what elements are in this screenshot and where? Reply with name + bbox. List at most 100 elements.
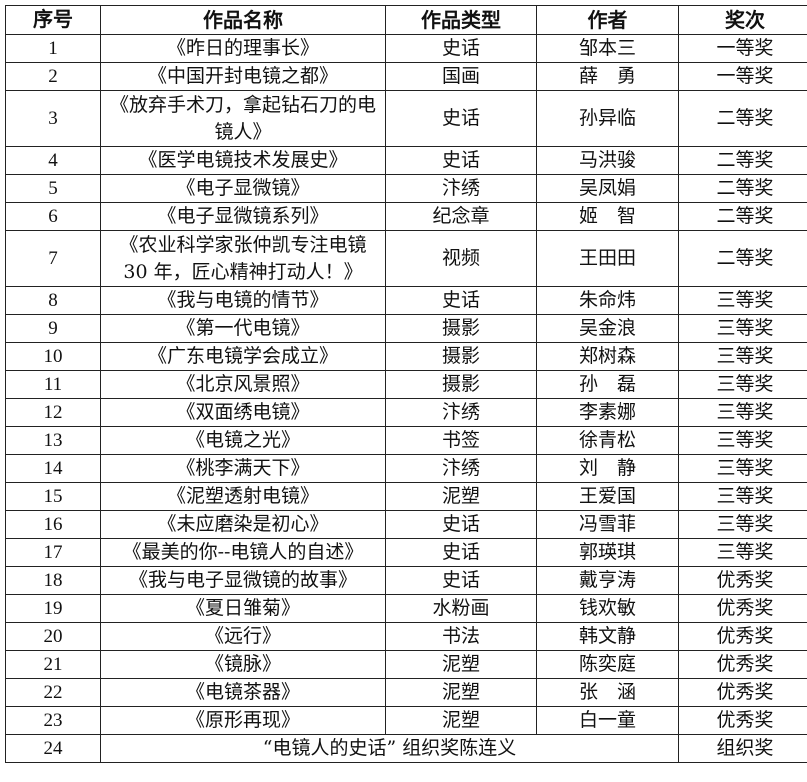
cell-author: 白一童: [536, 706, 679, 735]
cell-title: 《最美的你--电镜人的自述》: [100, 538, 386, 567]
cell-award: 优秀奖: [678, 678, 807, 707]
table-row: 15 《泥塑透射电镜》 泥塑 王爱国 三等奖: [5, 482, 807, 511]
cell-author: 钱欢敏: [536, 594, 679, 623]
header-type: 作品类型: [385, 5, 537, 35]
cell-award: 一等奖: [678, 62, 807, 91]
cell-award: 三等奖: [678, 370, 807, 399]
cell-author: 徐青松: [536, 426, 679, 455]
cell-type: 史话: [385, 566, 537, 595]
cell-award: 三等奖: [678, 482, 807, 511]
cell-type: 摄影: [385, 342, 537, 371]
cell-award: 二等奖: [678, 174, 807, 203]
cell-award: 三等奖: [678, 286, 807, 315]
header-row: 序号 作品名称 作品类型 作者 奖次: [5, 5, 807, 35]
cell-type: 史话: [385, 146, 537, 175]
cell-award: 三等奖: [678, 398, 807, 427]
table-body: 1 《昨日的理事长》 史话 邹本三 一等奖 2 《中国开封电镜之都》 国画薛 勇一等奖 3 《放弃…: [5, 34, 807, 735]
cell-number: 19: [5, 594, 101, 623]
cell-merged-organization: “电镜人的史话” 组织奖陈连义: [100, 734, 679, 763]
cell-author: 郑树森: [536, 342, 679, 371]
header-title: 作品名称: [100, 5, 386, 35]
cell-number: 16: [5, 510, 101, 539]
cell-type: 摄影: [385, 314, 537, 343]
cell-number: 13: [5, 426, 101, 455]
cell-author: 李素娜: [536, 398, 679, 427]
cell-title: 《我与电子显微镜的故事》: [100, 566, 386, 595]
cell-title: 《电镜之光》: [100, 426, 386, 455]
cell-author: 薛 勇: [536, 62, 679, 91]
cell-author: 姬 智: [536, 202, 679, 231]
table-row: 9 《第一代电镜》 摄影 吴金浪 三等奖: [5, 314, 807, 343]
cell-author: 张 涵: [536, 678, 679, 707]
cell-award: 三等奖: [678, 314, 807, 343]
table-row: 4 《医学电镜技术发展史》 史话 马洪骏 二等奖: [5, 146, 807, 175]
cell-number: 21: [5, 650, 101, 679]
cell-number: 6: [5, 202, 101, 231]
cell-award: 组织奖: [678, 734, 807, 763]
cell-author: 郭瑛琪: [536, 538, 679, 567]
cell-number: 15: [5, 482, 101, 511]
cell-author: 王爱国: [536, 482, 679, 511]
cell-type: 史话: [385, 538, 537, 567]
cell-type: 书签: [385, 426, 537, 455]
table-row: 8 《我与电镜的情节》 史话 朱命炜 三等奖: [5, 286, 807, 315]
awards-table: 序号 作品名称 作品类型 作者 奖次 1 《昨日的理事长》 史话 邹本三 一等奖 2 《中国…: [5, 5, 807, 763]
cell-title: 《昨日的理事长》: [100, 34, 386, 63]
cell-title: 《电子显微镜》: [100, 174, 386, 203]
cell-award: 二等奖: [678, 90, 807, 147]
cell-title: 《泥塑透射电镜》: [100, 482, 386, 511]
cell-number: 5: [5, 174, 101, 203]
cell-type: 视频: [385, 230, 537, 287]
cell-type: 汴绣: [385, 174, 537, 203]
cell-award: 三等奖: [678, 454, 807, 483]
cell-type: 泥塑: [385, 706, 537, 735]
cell-title: 《医学电镜技术发展史》: [100, 146, 386, 175]
cell-type: 摄影: [385, 370, 537, 399]
cell-title: 《镜脉》: [100, 650, 386, 679]
table-row: 13 《电镜之光》 书签 徐青松 三等奖: [5, 426, 807, 455]
cell-number: 2: [5, 62, 101, 91]
cell-award: 优秀奖: [678, 566, 807, 595]
cell-type: 史话: [385, 510, 537, 539]
cell-title: 《远行》: [100, 622, 386, 651]
table-row: 5 《电子显微镜》 汴绣 吴凤娟 二等奖: [5, 174, 807, 203]
cell-author: 孙 磊: [536, 370, 679, 399]
header-number: 序号: [5, 5, 101, 35]
cell-number: 3: [5, 90, 101, 147]
cell-title: 《电子显微镜系列》: [100, 202, 386, 231]
header-author: 作者: [536, 5, 679, 35]
cell-type: 史话: [385, 34, 537, 63]
table-row: 6 《电子显微镜系列》 纪念章姬 智二等奖: [5, 202, 807, 231]
cell-author: 马洪骏: [536, 146, 679, 175]
cell-title: 《电镜茶器》: [100, 678, 386, 707]
cell-number: 1: [5, 34, 101, 63]
table-row: 23 《原形再现》 泥塑 白一童 优秀奖: [5, 706, 807, 735]
cell-award: 三等奖: [678, 510, 807, 539]
table-row: 22 《电镜茶器》 泥塑张 涵优秀奖: [5, 678, 807, 707]
cell-author: 刘 静: [536, 454, 679, 483]
cell-title: 《农业科学家张仲凯专注电镜 30 年，匠心精神打动人！》: [100, 230, 386, 287]
table-row: 20 《远行》 书法 韩文静 优秀奖: [5, 622, 807, 651]
cell-award: 一等奖: [678, 34, 807, 63]
cell-award: 优秀奖: [678, 706, 807, 735]
cell-title: 《放弃手术刀，拿起钻石刀的电镜人》: [100, 90, 386, 147]
cell-title: 《未应磨染是初心》: [100, 510, 386, 539]
table-row: 7 《农业科学家张仲凯专注电镜 30 年，匠心精神打动人！》 视频 王田田 二等奖: [5, 230, 807, 287]
cell-number: 18: [5, 566, 101, 595]
table-row: 16 《未应磨染是初心》 史话 冯雪菲 三等奖: [5, 510, 807, 539]
cell-type: 纪念章: [385, 202, 537, 231]
cell-type: 汴绣: [385, 398, 537, 427]
table-row: 3 《放弃手术刀，拿起钻石刀的电镜人》 史话 孙异临 二等奖: [5, 90, 807, 147]
cell-number: 22: [5, 678, 101, 707]
cell-award: 二等奖: [678, 230, 807, 287]
cell-title: 《中国开封电镜之都》: [100, 62, 386, 91]
cell-title: 《桃李满天下》: [100, 454, 386, 483]
table-row: 10 《广东电镜学会成立》 摄影 郑树森 三等奖: [5, 342, 807, 371]
cell-type: 泥塑: [385, 650, 537, 679]
table-row: 19 《夏日雏菊》 水粉画 钱欢敏 优秀奖: [5, 594, 807, 623]
cell-number: 12: [5, 398, 101, 427]
table-row: 12 《双面绣电镜》 汴绣 李素娜 三等奖: [5, 398, 807, 427]
cell-award: 二等奖: [678, 146, 807, 175]
cell-author: 吴金浪: [536, 314, 679, 343]
cell-number: 14: [5, 454, 101, 483]
